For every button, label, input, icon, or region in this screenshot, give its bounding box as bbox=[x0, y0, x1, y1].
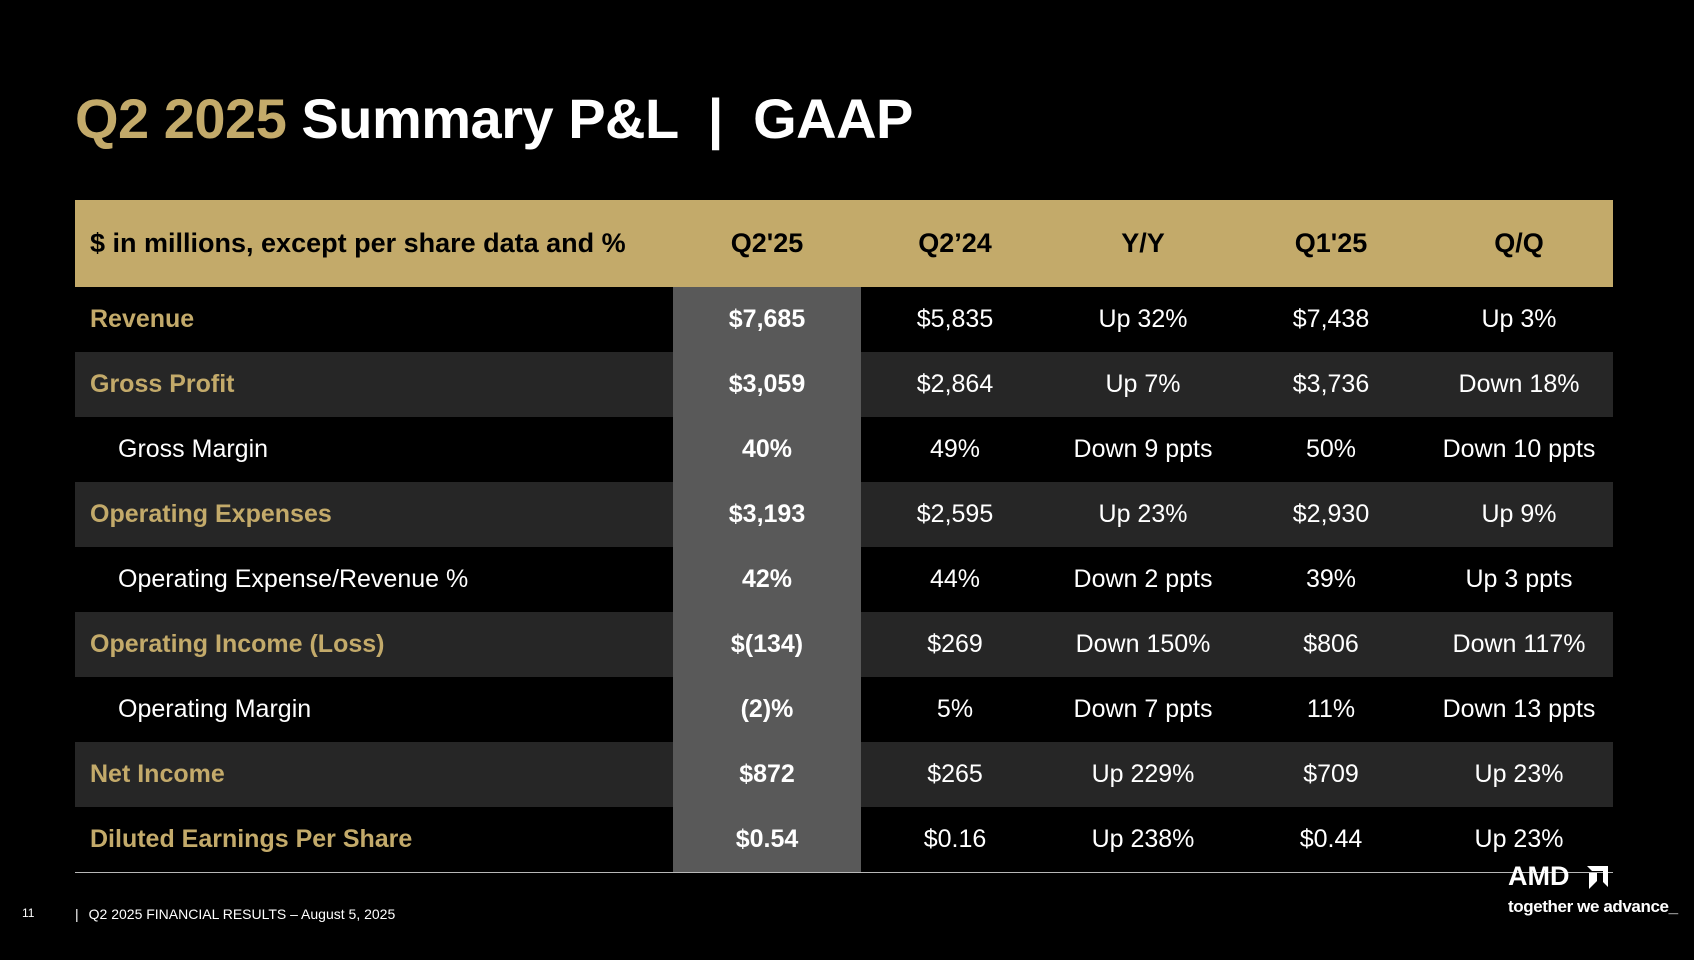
row-label: Operating Margin bbox=[118, 695, 312, 723]
cell-q2-25: $872 bbox=[673, 742, 861, 807]
table-header-qq: Q/Q bbox=[1425, 200, 1613, 287]
cell-yy: Down 7 ppts bbox=[1073, 695, 1213, 723]
table-row: Operating Expenses $3,193 $2,595 Up 23% $2,9… bbox=[75, 482, 1613, 547]
footer-text: | Q2 2025 FINANCIAL RESULTS – August 5, 2… bbox=[75, 906, 395, 922]
cell-q1-25: $709 bbox=[1237, 742, 1425, 807]
table-header-yy: Y/Y bbox=[1049, 200, 1237, 287]
table-row: Operating Margin (2)% 5% Down 7 ppts 11% Down… bbox=[75, 677, 1613, 742]
cell-yy: Up 229% bbox=[1049, 742, 1237, 807]
table-row: Operating Income (Loss) $(134) $269 Down 15… bbox=[75, 612, 1613, 677]
cell-yy: Up 238% bbox=[1049, 807, 1237, 873]
cell-q2-24: $269 bbox=[861, 612, 1049, 677]
cell-q1-25: $806 bbox=[1237, 612, 1425, 677]
cell-q2-24: $265 bbox=[861, 742, 1049, 807]
cell-qq: Up 23% bbox=[1425, 807, 1613, 873]
table-row: Operating Expense/Revenue % 42% 44% Down 2 … bbox=[75, 547, 1613, 612]
cell-yy: Up 32% bbox=[1098, 305, 1188, 333]
row-label: Operating Income (Loss) bbox=[75, 612, 673, 677]
cell-qq: Up 3% bbox=[1481, 305, 1557, 333]
cell-q2-24: $0.16 bbox=[861, 807, 1049, 873]
cell-qq: Down 13 ppts bbox=[1442, 695, 1596, 723]
cell-q2-25: $0.54 bbox=[673, 807, 861, 873]
slide-title: Q2 2025 Summary P&L | GAAP bbox=[75, 82, 913, 156]
cell-qq: Up 3 ppts bbox=[1465, 565, 1573, 593]
brand-wordmark: AMD bbox=[1508, 861, 1570, 891]
cell-q2-25: (2)% bbox=[673, 677, 861, 742]
cell-q2-25: $3,193 bbox=[673, 482, 861, 547]
table-row: Revenue $7,685 $5,835 Up 32% $7,438 Up 3% bbox=[75, 287, 1613, 352]
cell-yy: Down 150% bbox=[1049, 612, 1237, 677]
cell-q2-25: $7,685 bbox=[673, 287, 861, 352]
cell-q1-25: 39% bbox=[1305, 565, 1357, 593]
footer-separator: | bbox=[75, 906, 79, 922]
table-row: Net Income $872 $265 Up 229% $709 Up 23% bbox=[75, 742, 1613, 807]
amd-logo: AMD together we advance_ bbox=[1502, 861, 1678, 931]
footer: 11 | Q2 2025 FINANCIAL RESULTS – August 5… bbox=[0, 861, 1694, 936]
cell-qq: Down 18% bbox=[1425, 352, 1613, 417]
table-header-label: $ in millions, except per share data and… bbox=[75, 200, 673, 287]
footer-caption: Q2 2025 FINANCIAL RESULTS – August 5, 20… bbox=[88, 906, 396, 922]
row-label: Revenue bbox=[90, 305, 195, 333]
cell-qq: Up 23% bbox=[1425, 742, 1613, 807]
cell-q2-24: 49% bbox=[929, 435, 981, 463]
cell-q2-25: 40% bbox=[673, 417, 861, 482]
table-row: Diluted Earnings Per Share $0.54 $0.16 Up 2… bbox=[75, 807, 1613, 873]
cell-qq: Down 10 ppts bbox=[1442, 435, 1596, 463]
brand-tagline: together we advance_ bbox=[1508, 897, 1678, 916]
title-accent: Q2 2025 bbox=[75, 87, 287, 150]
table-row: Gross Profit $3,059 $2,864 Up 7% $3,736 Down … bbox=[75, 352, 1613, 417]
cell-yy: Up 7% bbox=[1049, 352, 1237, 417]
cell-q2-24: $2,864 bbox=[861, 352, 1049, 417]
cell-q2-25: $(134) bbox=[673, 612, 861, 677]
cell-q2-24: 5% bbox=[936, 695, 974, 723]
cell-q2-24: $5,835 bbox=[916, 305, 994, 333]
table-header-q1-25: Q1'25 bbox=[1237, 200, 1425, 287]
table-header-q2-25: Q2'25 bbox=[673, 200, 861, 287]
table-header-row: $ in millions, except per share data and… bbox=[75, 200, 1613, 287]
cell-yy: Up 23% bbox=[1049, 482, 1237, 547]
cell-q2-24: $2,595 bbox=[861, 482, 1049, 547]
row-label: Gross Profit bbox=[75, 352, 673, 417]
cell-q1-25: 50% bbox=[1305, 435, 1357, 463]
table-header-q2-24: Q2’24 bbox=[861, 200, 1049, 287]
row-label: Net Income bbox=[75, 742, 673, 807]
title-main: Summary P&L | GAAP bbox=[301, 87, 913, 150]
row-label: Diluted Earnings Per Share bbox=[75, 807, 673, 873]
cell-q1-25: $7,438 bbox=[1292, 305, 1370, 333]
cell-qq: Up 9% bbox=[1425, 482, 1613, 547]
row-label: Operating Expenses bbox=[75, 482, 673, 547]
cell-q1-25: $3,736 bbox=[1237, 352, 1425, 417]
summary-pl-table: $ in millions, except per share data and… bbox=[75, 200, 1613, 873]
cell-q2-25: $3,059 bbox=[673, 352, 861, 417]
cell-qq: Down 117% bbox=[1425, 612, 1613, 677]
row-label: Operating Expense/Revenue % bbox=[118, 565, 469, 593]
cell-q2-24: 44% bbox=[929, 565, 981, 593]
cell-yy: Down 2 ppts bbox=[1073, 565, 1213, 593]
cell-q1-25: $2,930 bbox=[1237, 482, 1425, 547]
page-number: 11 bbox=[22, 906, 35, 920]
table-row: Gross Margin 40% 49% Down 9 ppts 50% Down 10 … bbox=[75, 417, 1613, 482]
cell-q1-25: 11% bbox=[1306, 695, 1356, 723]
cell-q2-25: 42% bbox=[673, 547, 861, 612]
table-body: Revenue $7,685 $5,835 Up 32% $7,438 Up 3% Gros… bbox=[75, 287, 1613, 873]
amd-arrow-icon bbox=[1587, 866, 1608, 889]
row-label: Gross Margin bbox=[118, 435, 269, 463]
cell-q1-25: $0.44 bbox=[1237, 807, 1425, 873]
cell-yy: Down 9 ppts bbox=[1073, 435, 1213, 463]
